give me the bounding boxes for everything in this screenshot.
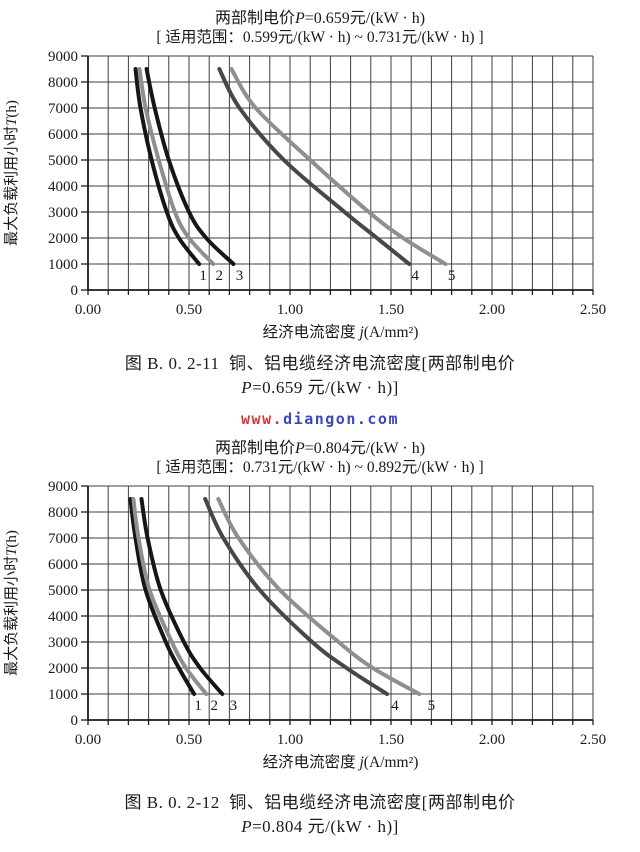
curve-label-1: 1 (194, 698, 202, 714)
curve-1 (128, 497, 197, 696)
y-tick-label: 9000 (48, 479, 78, 495)
figure-1-caption-line2: P=0.659 元/(kW · h)] (0, 376, 640, 400)
curve-label-4: 4 (391, 698, 399, 714)
curve-3 (144, 67, 236, 266)
tick-marks (81, 485, 594, 725)
y-tick-label: 5000 (48, 583, 78, 599)
y-tick-label: 3000 (48, 635, 78, 651)
curve-label-5: 5 (428, 698, 436, 714)
watermark-www: www. (241, 410, 284, 428)
x-tick-label: 2.00 (479, 302, 505, 318)
tick-marks (81, 55, 594, 295)
curve-5 (229, 67, 448, 266)
x-axis-label: 经济电流密度 j(A/mm²) (263, 753, 419, 771)
watermark: www.diangon.com (0, 410, 640, 430)
x-tick-label: 2.00 (479, 732, 505, 748)
figure-2-caption-line1: 图 B. 0. 2-12 铜、铝电缆经济电流密度[两部制电价 (124, 793, 516, 812)
figure-b-0-2-11: 两部制电价P=0.659元/(kW · h) [ 适用范围：0.599元/(kW… (0, 0, 640, 400)
y-tick-label: 1000 (48, 257, 78, 273)
y-tick-label: 0 (71, 713, 79, 729)
y-tick-label: 6000 (48, 127, 78, 143)
figure-1-caption: 图 B. 0. 2-11 铜、铝电缆经济电流密度[两部制电价 P=0.659 元… (0, 352, 640, 400)
y-tick-labels: 9000 8000 7000 6000 5000 4000 3000 2000 1000 0 (48, 49, 78, 299)
x-axis-label: 经济电流密度 j(A/mm²) (263, 323, 419, 341)
figure-2-caption: 图 B. 0. 2-12 铜、铝电缆经济电流密度[两部制电价 P=0.804 元… (0, 791, 640, 839)
figure-2-caption-line2: P=0.804 元/(kW · h)] (0, 815, 640, 839)
economic-current-density-chart-2: 9000 8000 7000 6000 5000 4000 3000 2000 1000 0 0.0… (3, 479, 606, 771)
chart-2-title: 两部制电价P=0.804元/(kW · h) (0, 430, 640, 458)
chart-1-title: 两部制电价P=0.659元/(kW · h) (0, 0, 640, 28)
figure-1-caption-p-symbol: P (241, 378, 253, 397)
chart-1-title-value: =0.659元/(kW · h) (304, 10, 426, 27)
curve-2 (137, 67, 216, 266)
y-tick-label: 4000 (48, 179, 78, 195)
y-tick-label: 4000 (48, 609, 78, 625)
chart-2-title-p-symbol: P (294, 440, 305, 457)
curve-label-5: 5 (448, 268, 456, 284)
y-tick-label: 3000 (48, 205, 78, 221)
curve-label-2: 2 (216, 268, 224, 284)
chart-2-title-prefix: 两部制电价 (214, 440, 295, 457)
curve-4 (217, 67, 412, 266)
x-tick-label: 0.50 (176, 732, 202, 748)
curves (128, 497, 422, 696)
chart-2-subtitle: [ 适用范围：0.731元/(kW · h) ~ 0.892元/(kW · h)… (156, 459, 484, 476)
x-tick-label: 1.50 (378, 732, 404, 748)
curve-label-1: 1 (199, 268, 207, 284)
y-tick-label: 1000 (48, 687, 78, 703)
x-tick-label: 0.50 (176, 302, 202, 318)
y-axis-label: 最大负载利用小时T(h) (3, 530, 20, 676)
y-tick-label: 7000 (48, 101, 78, 117)
curve-5 (216, 497, 422, 696)
y-tick-label: 2000 (48, 661, 78, 677)
y-tick-label: 0 (71, 283, 79, 299)
x-tick-label: 2.50 (580, 302, 606, 318)
y-tick-label: 2000 (48, 231, 78, 247)
figure-2-caption-value: =0.804 元/(kW · h)] (252, 817, 399, 836)
y-tick-label: 8000 (48, 75, 78, 91)
curve-1 (133, 67, 202, 266)
figure-1-caption-value: =0.659 元/(kW · h)] (252, 378, 399, 397)
economic-current-density-chart-1: 9000 8000 7000 6000 5000 4000 3000 2000 1000 0 0.0… (3, 49, 606, 341)
x-tick-labels: 0.00 0.50 1.00 1.50 2.00 2.50 (75, 732, 606, 748)
curve-2 (131, 497, 209, 696)
axes (87, 486, 593, 721)
watermark-domain: diangon.com (283, 410, 399, 428)
x-tick-label: 0.00 (75, 732, 101, 748)
curve-label-3: 3 (236, 268, 244, 284)
y-tick-labels: 9000 8000 7000 6000 5000 4000 3000 2000 1000 0 (48, 479, 78, 729)
y-tick-label: 5000 (48, 153, 78, 169)
chart-1-title-p-symbol: P (294, 10, 305, 27)
chart-2-title-value: =0.804元/(kW · h) (304, 440, 426, 457)
x-tick-label: 1.00 (277, 302, 303, 318)
x-tick-label: 1.50 (378, 302, 404, 318)
curve-4 (203, 497, 389, 696)
x-tick-labels: 0.00 0.50 1.00 1.50 2.00 2.50 (75, 302, 606, 318)
curve-3 (139, 497, 225, 696)
x-tick-label: 1.00 (277, 732, 303, 748)
chart-1-title-prefix: 两部制电价 (214, 10, 295, 27)
curve-label-2: 2 (211, 698, 219, 714)
curve-label-3: 3 (230, 698, 238, 714)
figure-1-caption-line1: 图 B. 0. 2-11 铜、铝电缆经济电流密度[两部制电价 (124, 354, 516, 373)
curve-label-4: 4 (411, 268, 419, 284)
figure-b-0-2-12: 两部制电价P=0.804元/(kW · h) [ 适用范围：0.731元/(kW… (0, 430, 640, 839)
y-tick-label: 8000 (48, 505, 78, 521)
chart-1-subtitle: [ 适用范围：0.599元/(kW · h) ~ 0.731元/(kW · h)… (156, 29, 484, 46)
axes (87, 56, 593, 291)
y-axis-label: 最大负载利用小时T(h) (3, 100, 20, 246)
curves (133, 67, 448, 266)
figure-2-caption-p-symbol: P (241, 817, 253, 836)
x-tick-label: 2.50 (580, 732, 606, 748)
x-tick-label: 0.00 (75, 302, 101, 318)
y-tick-label: 9000 (48, 49, 78, 65)
y-tick-label: 6000 (48, 557, 78, 573)
y-tick-label: 7000 (48, 531, 78, 547)
